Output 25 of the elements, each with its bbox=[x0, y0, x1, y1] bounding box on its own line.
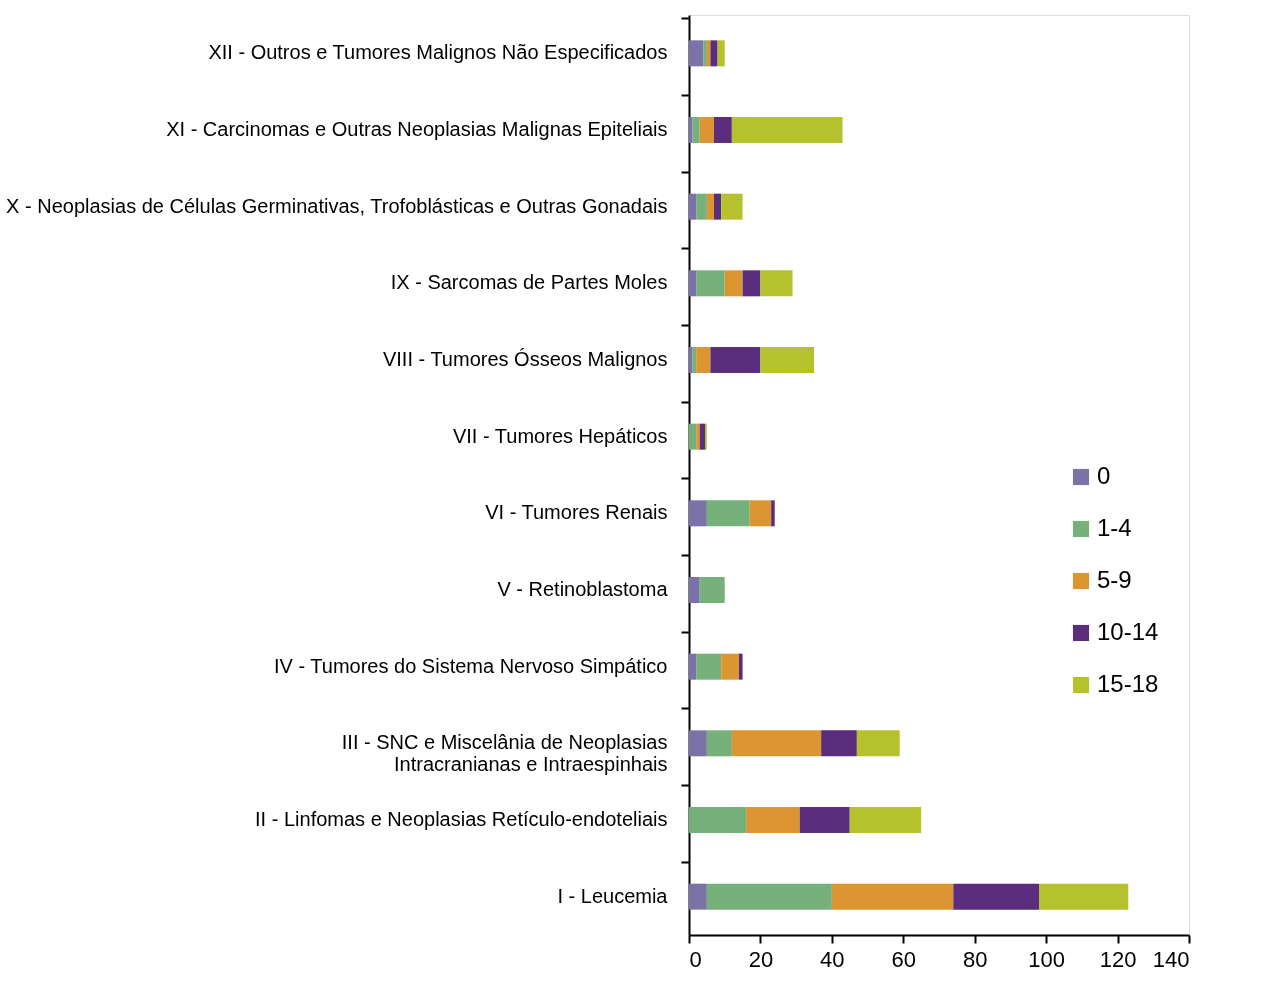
y-tick-label: II - Linfomas e Neoplasias Retículo-endoteliais bbox=[255, 808, 668, 830]
y-tick-label: V - Retinoblastoma bbox=[497, 578, 669, 600]
x-tick-label: 140 bbox=[1152, 946, 1190, 972]
legend-label: 1-4 bbox=[1097, 514, 1132, 541]
x-tick-label: 80 bbox=[962, 946, 988, 972]
legend-label: 0 bbox=[1097, 462, 1111, 489]
x-tick-label: 0 bbox=[689, 946, 702, 972]
y-tick-label: IX - Sarcomas de Partes Moles bbox=[390, 271, 668, 294]
y-tick-label: IV - Tumores do Sistema Nervoso Simpático bbox=[274, 654, 668, 677]
y-tick-label: III - SNC e Miscelânia de Neoplasias Intracranianas e Intraespinhais bbox=[341, 731, 668, 776]
x-tick-label: 100 bbox=[1028, 946, 1065, 972]
y-tick-label: X - Neoplasias de Células Germinativas, Trofoblásticas e Outras Gonadais bbox=[6, 194, 668, 217]
y-tick-label: VI - Tumores Renais bbox=[485, 501, 668, 524]
y-tick-label: XI - Carcinomas e Outras Neoplasias Malignas Epiteliais bbox=[166, 118, 668, 140]
y-tick-label: I - Leucemia bbox=[557, 884, 669, 907]
x-tick-label: 20 bbox=[748, 946, 774, 972]
y-tick-label: VII - Tumores Hepáticos bbox=[452, 424, 668, 447]
legend-label: 5-9 bbox=[1097, 566, 1132, 593]
y-tick-label: VIII - Tumores Ósseos Malignos bbox=[382, 348, 668, 370]
x-tick-label: 120 bbox=[1099, 946, 1137, 972]
x-tick-label: 60 bbox=[891, 946, 917, 972]
legend-label: 15-18 bbox=[1097, 670, 1159, 697]
y-tick-label: XII - Outros e Tumores Malignos Não Especificados bbox=[208, 41, 668, 64]
x-tick-label: 40 bbox=[820, 946, 845, 972]
legend-label: 10-14 bbox=[1097, 618, 1159, 645]
